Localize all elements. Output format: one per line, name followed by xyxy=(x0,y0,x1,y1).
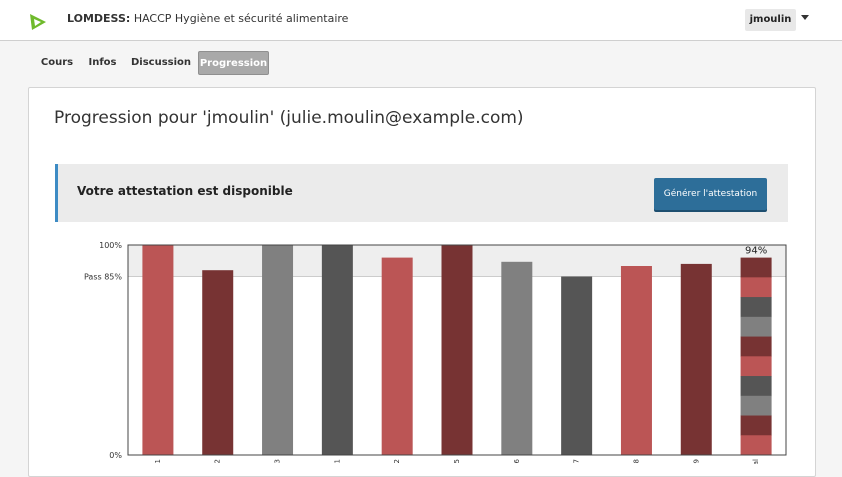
course-title: LOMDESS: HACCP Hygiène et sécurité alime… xyxy=(67,12,348,25)
bar-8[interactable] xyxy=(561,276,593,456)
total-bar-segment[interactable] xyxy=(740,336,772,357)
course-tabs: Cours Infos Discussion Progression xyxy=(0,41,842,87)
total-bar-segment[interactable] xyxy=(740,277,772,298)
total-bar-segment[interactable] xyxy=(740,316,772,338)
user-menu-button[interactable]: jmoulin xyxy=(745,9,796,31)
x-tick-label: 9 xyxy=(692,459,700,463)
total-bar-segment[interactable] xyxy=(740,395,772,417)
bar-10[interactable] xyxy=(680,263,712,455)
x-tick-label: 6 xyxy=(513,458,521,463)
bar-6[interactable] xyxy=(441,245,473,455)
total-percent-label: 94% xyxy=(745,246,767,257)
x-tick-label: 3 xyxy=(274,459,282,463)
bar-2[interactable] xyxy=(202,270,234,455)
x-tick-label: 2 xyxy=(214,459,222,463)
certificate-message: Votre attestation est disponible xyxy=(77,184,293,198)
x-tick-label: e 2 xyxy=(393,459,401,464)
x-tick-label: e 1 xyxy=(333,459,341,464)
bar-9[interactable] xyxy=(620,266,652,455)
tab-progression[interactable]: Progression xyxy=(198,51,269,75)
org-name: LOMDESS: xyxy=(67,12,131,25)
course-name: HACCP Hygiène et sécurité alimentaire xyxy=(133,12,349,25)
bar-4[interactable] xyxy=(321,245,353,455)
x-tick-label: al xyxy=(752,459,760,464)
total-bar-segment[interactable] xyxy=(740,435,772,456)
y-tick-label: 100% xyxy=(99,241,122,250)
x-tick-label: 7 xyxy=(573,459,581,463)
caret-down-icon[interactable] xyxy=(801,15,809,20)
bar-1[interactable] xyxy=(142,245,174,455)
total-bar-segment[interactable] xyxy=(740,376,772,397)
total-bar-segment[interactable] xyxy=(740,257,772,278)
bar-7[interactable] xyxy=(501,261,533,455)
bar-3[interactable] xyxy=(262,245,294,455)
tab-cours[interactable]: Cours xyxy=(40,57,74,68)
x-tick-label: 1 xyxy=(154,459,162,463)
y-tick-label: Pass 85% xyxy=(84,273,122,282)
total-bar-segment[interactable] xyxy=(740,297,772,318)
edx-logo-icon[interactable] xyxy=(27,11,49,33)
page-title: Progression pour 'jmoulin' (julie.moulin… xyxy=(54,108,524,128)
x-tick-label: 5 xyxy=(453,459,461,463)
y-tick-label: 0% xyxy=(109,451,122,460)
chart-frame xyxy=(127,244,787,456)
top-bar: LOMDESS: HACCP Hygiène et sécurité alime… xyxy=(0,0,842,41)
bar-5[interactable] xyxy=(381,257,413,455)
tab-discussion[interactable]: Discussion xyxy=(131,57,192,68)
progress-chart: 100% Pass 85% 0% 1 2 3 e 1 e 2 5 6 7 8 9 94% al xyxy=(84,241,787,464)
total-bar-segment[interactable] xyxy=(740,415,772,436)
total-bar-segment[interactable] xyxy=(740,356,772,377)
x-tick-label: 8 xyxy=(632,459,640,463)
generate-certificate-button[interactable]: Générer l'attestation xyxy=(654,178,767,210)
tab-infos[interactable]: Infos xyxy=(88,57,117,68)
